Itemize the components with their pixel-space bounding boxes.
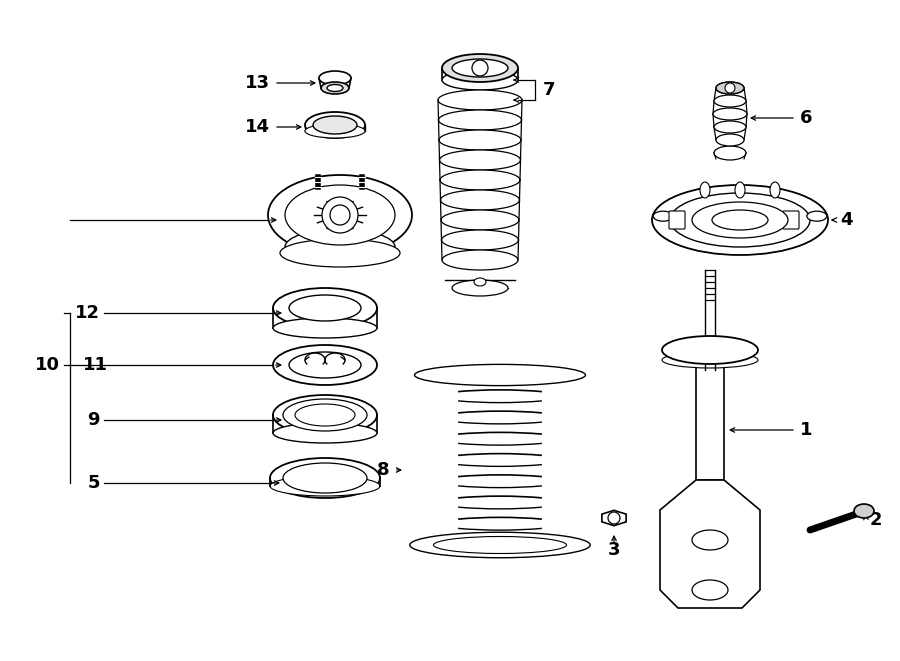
Text: 11: 11 — [83, 356, 108, 374]
Text: 5: 5 — [87, 474, 100, 492]
Ellipse shape — [305, 112, 365, 138]
Text: 3: 3 — [608, 541, 620, 559]
Circle shape — [322, 197, 358, 233]
Text: 10: 10 — [35, 356, 60, 374]
Polygon shape — [602, 510, 626, 525]
Ellipse shape — [692, 580, 728, 600]
Ellipse shape — [273, 318, 377, 338]
Ellipse shape — [442, 70, 518, 90]
Ellipse shape — [442, 54, 518, 82]
Ellipse shape — [692, 202, 788, 238]
Ellipse shape — [268, 175, 412, 255]
Ellipse shape — [434, 537, 566, 553]
Ellipse shape — [716, 82, 744, 94]
Ellipse shape — [289, 352, 361, 378]
Ellipse shape — [319, 71, 351, 85]
FancyBboxPatch shape — [669, 211, 685, 229]
Ellipse shape — [305, 124, 365, 138]
Circle shape — [330, 205, 350, 225]
Text: 13: 13 — [245, 74, 270, 92]
Ellipse shape — [313, 116, 357, 134]
Ellipse shape — [327, 85, 343, 91]
Ellipse shape — [283, 399, 367, 431]
Ellipse shape — [770, 182, 780, 198]
Ellipse shape — [273, 345, 377, 385]
Ellipse shape — [714, 146, 746, 160]
Ellipse shape — [854, 504, 874, 518]
Ellipse shape — [452, 59, 508, 77]
Text: 8: 8 — [377, 461, 390, 479]
Text: 1: 1 — [800, 421, 813, 439]
Ellipse shape — [714, 121, 746, 133]
Ellipse shape — [295, 404, 355, 426]
Ellipse shape — [440, 170, 520, 190]
Ellipse shape — [415, 364, 586, 385]
Ellipse shape — [273, 395, 377, 435]
Text: 12: 12 — [75, 304, 100, 322]
Circle shape — [608, 512, 620, 524]
Circle shape — [472, 60, 488, 76]
Ellipse shape — [270, 458, 380, 498]
Ellipse shape — [442, 230, 518, 250]
Ellipse shape — [716, 134, 744, 146]
Ellipse shape — [662, 352, 758, 368]
Ellipse shape — [714, 95, 746, 107]
Ellipse shape — [438, 90, 522, 110]
Ellipse shape — [474, 278, 486, 286]
FancyBboxPatch shape — [783, 211, 799, 229]
Ellipse shape — [735, 182, 745, 198]
Ellipse shape — [321, 82, 349, 94]
Ellipse shape — [438, 110, 521, 130]
Ellipse shape — [283, 463, 367, 493]
Ellipse shape — [273, 288, 377, 328]
Ellipse shape — [439, 130, 521, 150]
Ellipse shape — [652, 185, 828, 255]
FancyBboxPatch shape — [696, 350, 724, 480]
Ellipse shape — [440, 190, 519, 210]
Ellipse shape — [442, 250, 518, 270]
Ellipse shape — [806, 211, 827, 221]
Polygon shape — [660, 480, 760, 608]
Ellipse shape — [285, 185, 395, 245]
Ellipse shape — [653, 211, 673, 221]
Ellipse shape — [273, 423, 377, 443]
Ellipse shape — [280, 239, 400, 267]
Text: 6: 6 — [800, 109, 813, 127]
Ellipse shape — [285, 229, 395, 265]
Text: 14: 14 — [245, 118, 270, 136]
Ellipse shape — [662, 336, 758, 364]
Ellipse shape — [713, 108, 747, 120]
Text: 2: 2 — [870, 511, 883, 529]
Text: 4: 4 — [840, 211, 852, 229]
Ellipse shape — [410, 532, 590, 558]
Ellipse shape — [712, 210, 768, 230]
Ellipse shape — [270, 476, 380, 496]
Text: 7: 7 — [543, 81, 555, 99]
Ellipse shape — [289, 295, 361, 321]
Circle shape — [725, 83, 735, 93]
Ellipse shape — [700, 182, 710, 198]
Ellipse shape — [439, 150, 520, 170]
Text: 9: 9 — [87, 411, 100, 429]
Ellipse shape — [716, 82, 744, 94]
Ellipse shape — [692, 530, 728, 550]
Ellipse shape — [441, 210, 519, 230]
Ellipse shape — [670, 193, 810, 247]
Ellipse shape — [452, 280, 508, 296]
